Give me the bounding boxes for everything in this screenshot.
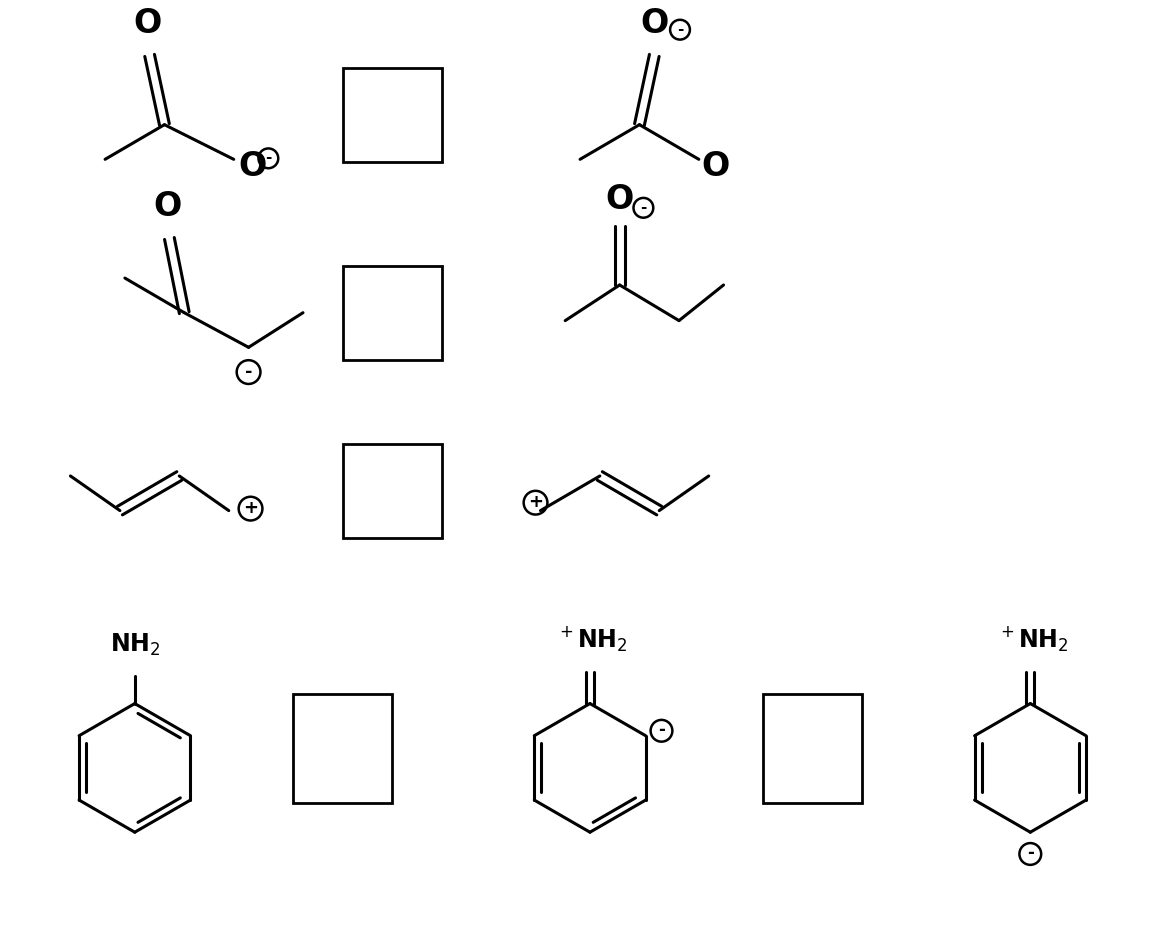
Text: -: - xyxy=(640,200,647,215)
Text: O: O xyxy=(640,7,668,40)
Text: NH$_2$: NH$_2$ xyxy=(110,632,159,658)
Bar xyxy=(293,693,393,802)
Text: O: O xyxy=(239,149,267,183)
Text: O: O xyxy=(702,149,730,183)
Text: -: - xyxy=(265,150,272,166)
Text: $^+$NH$_2$: $^+$NH$_2$ xyxy=(996,625,1068,654)
Bar xyxy=(342,68,442,162)
Text: -: - xyxy=(245,362,252,380)
Bar xyxy=(342,266,442,359)
Text: O: O xyxy=(134,7,162,40)
Text: O: O xyxy=(154,189,182,222)
Text: O: O xyxy=(606,183,634,216)
Text: -: - xyxy=(676,22,683,37)
Bar xyxy=(342,444,442,538)
Bar xyxy=(763,693,863,802)
Text: -: - xyxy=(1027,845,1034,863)
Text: -: - xyxy=(657,721,665,739)
Text: +: + xyxy=(243,499,258,517)
Text: $^+$NH$_2$: $^+$NH$_2$ xyxy=(557,625,627,654)
Text: +: + xyxy=(529,493,543,511)
